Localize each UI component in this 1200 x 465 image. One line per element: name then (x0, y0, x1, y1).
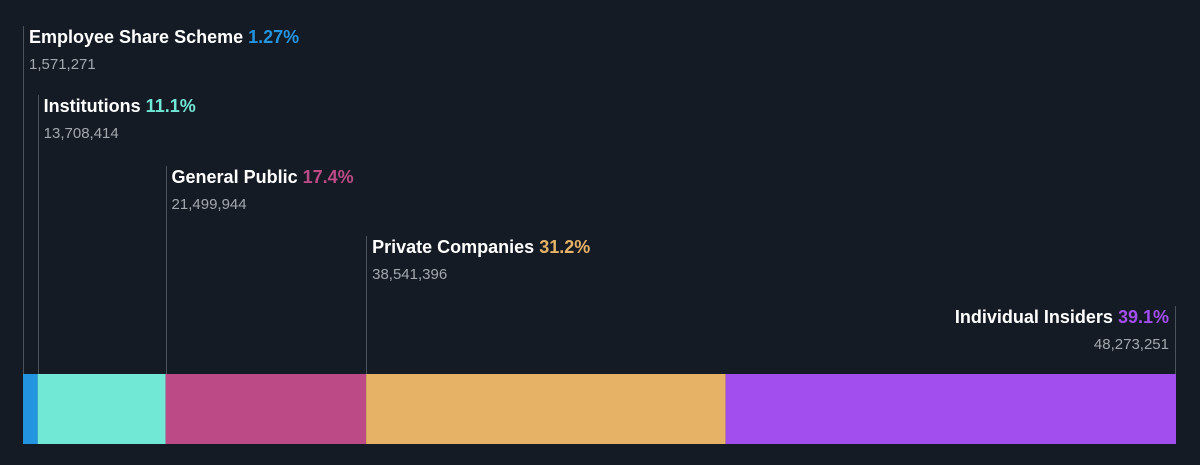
label-institutions: Institutions 11.1% 13,708,414 (44, 95, 196, 144)
label-title-row: Individual Insiders 39.1% (955, 306, 1169, 328)
percent-label: 1.27% (248, 27, 300, 47)
count-label: 1,571,271 (29, 56, 96, 73)
label-general-public: General Public 17.4% 21,499,944 (172, 166, 354, 215)
annotation-line-institutions (37, 95, 39, 374)
label-individual-insiders: Individual Insiders 39.1% 48,273,251 (955, 306, 1169, 355)
annotation-line-individual-insiders (1175, 306, 1176, 374)
count-label: 13,708,414 (43, 125, 119, 142)
percent-label: 17.4% (302, 167, 354, 187)
category-label: Private Companies (372, 237, 535, 257)
label-employee-share-scheme: Employee Share Scheme 1.27% 1,571,271 (29, 26, 299, 75)
count-label: 38,541,396 (372, 266, 448, 283)
annotation-line-employee-share-scheme (23, 26, 24, 374)
bar-segment-employee-share-scheme (23, 374, 38, 444)
percent-label: 11.1% (145, 96, 196, 116)
category-label: Individual Insiders (954, 307, 1113, 327)
label-title-row: Employee Share Scheme 1.27% (29, 26, 299, 48)
annotation-line-general-public (165, 166, 167, 374)
category-label: Institutions (43, 96, 141, 116)
annotation-line-private-companies (366, 236, 368, 374)
bar-segment-institutions (37, 374, 166, 444)
label-title-row: General Public 17.4% (172, 166, 354, 188)
count-label: 48,273,251 (1093, 336, 1169, 353)
label-title-row: Private Companies 31.2% (372, 236, 590, 258)
bar-segment-general-public (165, 374, 367, 444)
bar-segment-private-companies (366, 374, 726, 444)
count-label: 21,499,944 (171, 196, 247, 213)
label-private-companies: Private Companies 31.2% 38,541,396 (372, 236, 590, 285)
percent-label: 31.2% (539, 237, 591, 257)
label-title-row: Institutions 11.1% (44, 95, 196, 117)
category-label: Employee Share Scheme (29, 27, 244, 47)
bar-segment-individual-insiders (725, 374, 1176, 444)
percent-label: 39.1% (1117, 307, 1169, 327)
category-label: General Public (171, 167, 298, 187)
